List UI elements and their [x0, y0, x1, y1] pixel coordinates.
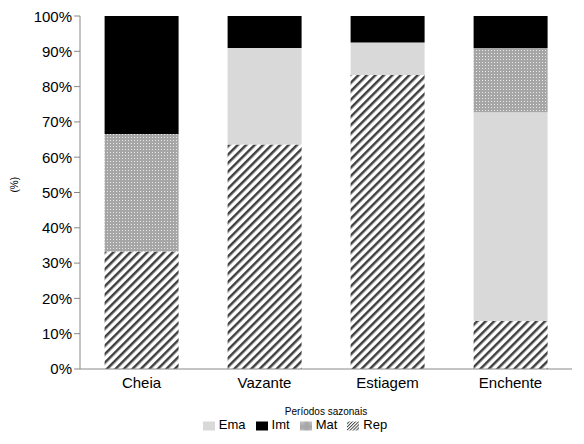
svg-text:10%: 10% [42, 325, 72, 342]
svg-text:20%: 20% [42, 290, 72, 307]
svg-text:70%: 70% [42, 113, 72, 130]
html-text:Imt: Imt [271, 417, 290, 432]
svg-text:(%): (%) [9, 177, 20, 193]
svg-text:100%: 100% [34, 8, 72, 25]
svg-text:Enchente: Enchente [479, 374, 542, 391]
svg-text:Vazante: Vazante [238, 374, 292, 391]
svg-text:60%: 60% [42, 149, 72, 166]
html-text:Mat: Mat [315, 417, 338, 432]
svg-text:30%: 30% [42, 254, 72, 271]
svg-text:0%: 0% [50, 360, 72, 377]
svg-text:Períodos sazonais: Períodos sazonais [285, 406, 367, 417]
svg-text:Cheia: Cheia [122, 374, 162, 391]
svg-text:40%: 40% [42, 219, 72, 236]
svg-text:90%: 90% [42, 43, 72, 60]
html-text:Rep: Rep [363, 417, 388, 432]
svg-text:80%: 80% [42, 78, 72, 95]
svg-text:Estiagem: Estiagem [356, 374, 419, 391]
svg-text:50%: 50% [42, 184, 72, 201]
html-text:Ema: Ema [218, 417, 246, 432]
